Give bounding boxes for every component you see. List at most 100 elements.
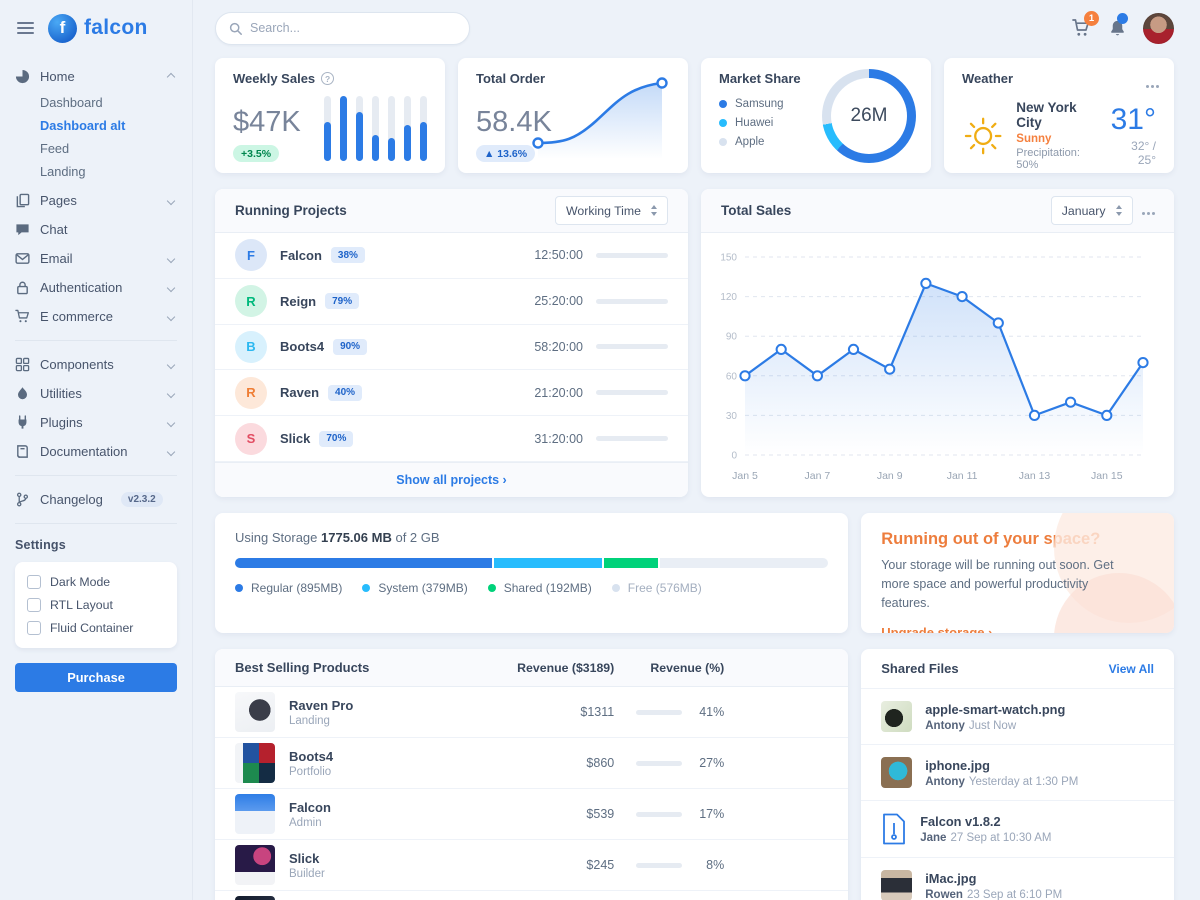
project-time: 31:20:00	[534, 431, 583, 446]
revenue-bar	[636, 811, 683, 817]
legend-label: System (379MB)	[378, 581, 468, 595]
sidebar-item-home[interactable]: Home	[15, 62, 177, 91]
file-name: iMac.jpg	[925, 870, 977, 886]
sidebar-item-components[interactable]: Components	[15, 350, 177, 379]
dark-mode-checkbox[interactable]	[27, 575, 41, 589]
cart-button[interactable]: 1	[1071, 11, 1099, 38]
svg-text:90: 90	[726, 332, 738, 343]
sidebar-item-authentication[interactable]: Authentication	[15, 273, 177, 302]
show-all-projects-link[interactable]: Show all projects ›	[396, 473, 507, 487]
checkbox-label: Dark Mode	[50, 575, 111, 589]
product-row[interactable]: Boots4 Portfolio $860 27%	[215, 738, 849, 789]
view-all-link[interactable]: View All	[1108, 661, 1154, 676]
project-progress-bar	[596, 298, 668, 304]
month-select[interactable]: January	[1050, 196, 1133, 225]
total-order-card: Total Order 58.4K ▲ 13.6%	[458, 58, 688, 173]
divider	[15, 475, 177, 476]
sidebar-item-dashboard-alt[interactable]: Dashboard alt	[40, 118, 126, 133]
sidebar-item-email[interactable]: Email	[15, 244, 177, 273]
sidebar-item-label: Documentation	[40, 444, 128, 459]
weekly-sales-bar-chart	[324, 96, 427, 161]
market-share-donut-chart: 26M	[822, 68, 916, 163]
file-row[interactable]: apple-smart-watch.png Antony Just Now	[861, 689, 1174, 745]
product-row[interactable]: Slick Builder $245 8%	[215, 840, 849, 891]
file-row[interactable]: iMac.jpg Rowen 23 Sep at 6:10 PM	[861, 858, 1174, 900]
falcon-logo-icon: f	[48, 13, 77, 43]
pie-chart-icon	[15, 69, 30, 84]
file-row[interactable]: iphone.jpg Antony Yesterday at 1:30 PM	[861, 745, 1174, 801]
project-progress-badge: 79%	[325, 293, 360, 310]
card-menu-button[interactable]	[1147, 72, 1159, 95]
file-row[interactable]: Falcon v1.8.2 Jane 27 Sep at 10:30 AM	[861, 801, 1174, 858]
storage-legend: Regular (895MB) System (379MB) Shared (1…	[235, 581, 828, 595]
sidebar-item-pages[interactable]: Pages	[15, 186, 177, 215]
rtl-layout-checkbox[interactable]	[27, 598, 41, 612]
project-row[interactable]: S Slick 70% 31:20:00	[215, 416, 688, 462]
card-menu-button[interactable]	[1143, 199, 1155, 222]
storage-used-value: 1775.06 MB	[321, 530, 392, 545]
weather-condition: Sunny	[1016, 133, 1052, 145]
brand-logo[interactable]: f falcon	[48, 13, 148, 43]
bar-fill	[356, 112, 363, 161]
project-row[interactable]: R Reign 79% 25:20:00	[215, 279, 688, 325]
sidebar-item-ecommerce[interactable]: E commerce	[15, 302, 177, 331]
fluid-container-option[interactable]: Fluid Container	[27, 621, 165, 635]
fluid-container-checkbox[interactable]	[27, 621, 41, 635]
project-progress-bar	[596, 252, 668, 258]
product-revenue: $860	[586, 756, 615, 770]
sidebar-item-landing[interactable]: Landing	[40, 164, 86, 179]
sidebar-item-changelog[interactable]: Changelog v2.3.2	[15, 485, 177, 514]
menu-toggle-button[interactable]	[15, 18, 36, 38]
file-time: Just Now	[968, 719, 1017, 732]
svg-text:Jan 11: Jan 11	[947, 470, 978, 482]
project-row[interactable]: F Falcon 38% 12:50:00	[215, 233, 688, 279]
file-author: Rowen	[925, 888, 963, 900]
user-avatar[interactable]	[1143, 12, 1174, 44]
product-row[interactable]: Raven Pro Landing $1311 41%	[215, 687, 849, 738]
purchase-button[interactable]: Purchase	[15, 663, 177, 692]
product-row[interactable]: Falcon Admin $539 17%	[215, 789, 849, 840]
sidebar-item-documentation[interactable]: Documentation	[15, 437, 177, 466]
select-arrows-icon	[1115, 205, 1122, 216]
project-row[interactable]: R Raven 40% 21:20:00	[215, 370, 688, 417]
product-category: Portfolio	[289, 765, 332, 778]
upgrade-storage-link[interactable]: Upgrade storage ›	[881, 625, 993, 633]
legend-dot	[235, 584, 243, 592]
card-title: Weekly Sales	[233, 71, 316, 86]
product-row[interactable]	[215, 891, 848, 900]
weekly-sales-badge: +3.5%	[233, 145, 280, 162]
divider	[15, 523, 177, 524]
search-input[interactable]	[250, 21, 456, 35]
product-name: Raven Pro	[289, 697, 354, 713]
select-value: Working Time	[566, 203, 641, 218]
revenue-percent: 8%	[706, 858, 725, 872]
legend-item: Huawei	[719, 117, 913, 129]
rtl-layout-option[interactable]: RTL Layout	[27, 598, 165, 612]
svg-text:Jan 13: Jan 13	[1019, 470, 1051, 482]
chevron-down-icon	[166, 447, 176, 456]
file-name: apple-smart-watch.png	[925, 701, 1066, 717]
working-time-select[interactable]: Working Time	[555, 196, 668, 225]
legend-item: System (379MB)	[362, 581, 468, 595]
running-projects-card: Running Projects Working Time F Falcon 3…	[215, 189, 688, 497]
help-icon[interactable]: ?	[321, 72, 335, 85]
sidebar-item-chat[interactable]: Chat	[15, 215, 177, 244]
legend-label: Apple	[735, 136, 765, 148]
ellipsis-icon	[1150, 84, 1154, 88]
sidebar-item-dashboard[interactable]: Dashboard	[40, 95, 103, 110]
product-category: Landing	[289, 714, 330, 727]
revenue-bar	[636, 709, 683, 715]
sidebar-item-label: Components	[40, 357, 114, 372]
dark-mode-option[interactable]: Dark Mode	[27, 575, 165, 589]
sidebar-item-feed[interactable]: Feed	[40, 141, 70, 156]
project-time: 58:20:00	[534, 339, 583, 354]
project-row[interactable]: B Boots4 90% 58:20:00	[215, 325, 688, 371]
search-box[interactable]	[215, 11, 470, 45]
sidebar: f falcon Home Dashboard Dashboard alt Fe…	[0, 0, 193, 900]
bar-fill	[420, 122, 427, 161]
weekly-sales-card: Weekly Sales? $47K +3.5%	[215, 58, 445, 173]
bar-fill	[388, 138, 395, 161]
notifications-button[interactable]	[1108, 13, 1128, 38]
sidebar-item-plugins[interactable]: Plugins	[15, 408, 177, 437]
sidebar-item-utilities[interactable]: Utilities	[15, 379, 177, 408]
